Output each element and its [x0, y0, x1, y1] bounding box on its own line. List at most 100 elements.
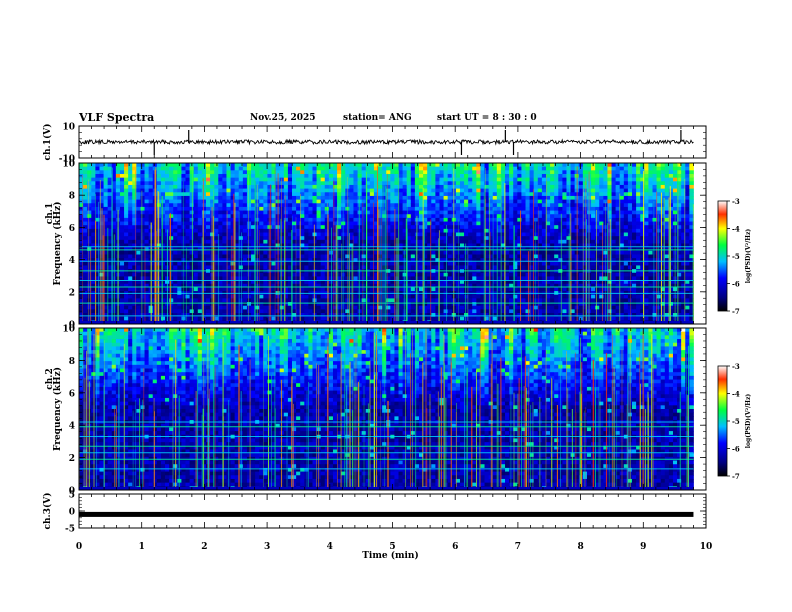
ch1-spectrogram-cell [337, 316, 342, 321]
ch1-spectrogram-cell [222, 258, 227, 263]
ch1-spectrogram-cell [205, 287, 211, 292]
ch1-spectrogram-cell [242, 261, 248, 266]
ch1-spectrogram-cell [279, 283, 285, 288]
ch1-spectrogram-cell [521, 283, 526, 288]
ch1-spectrogram-cell [435, 313, 440, 318]
ch1-spectrogram-cell [181, 258, 186, 263]
ch1-spectrogram-cell [517, 261, 522, 266]
ch1-spectrogram-cell [414, 170, 420, 175]
ch1-spectrogram-cell [373, 170, 379, 175]
ch1-spectrogram-cell [128, 210, 133, 215]
ch1-spectrogram-cell [173, 225, 178, 230]
ch1-spectrogram-cell [349, 316, 354, 321]
ch1-spectrogram-cell [177, 239, 182, 244]
ch1-spectrogram-cell [132, 163, 137, 168]
ch1-spectrogram-cell [496, 221, 502, 226]
ch1-spectrogram-cell [447, 199, 453, 204]
ch1-spectrogram-cell [165, 184, 170, 190]
ch1-spectrogram-cell [484, 221, 490, 226]
ch1-spectrogram-cell [394, 214, 399, 219]
ch1-spectrogram-cell [292, 243, 297, 248]
ch1-spectrogram-cell [480, 217, 485, 222]
ch1-spectrogram-cell [173, 265, 178, 270]
ch1-spectrogram-cell [197, 232, 203, 237]
ch1-spectrogram-cell [201, 247, 207, 252]
ch1-spectrogram-cell [128, 184, 133, 190]
ch1-spectrogram-cell [505, 177, 510, 182]
ch1-spectrogram-cell [337, 166, 342, 171]
ch1-spectrogram-cell [316, 163, 322, 168]
ch1-spectrogram-cell [279, 173, 285, 179]
ch1-spectrogram-cell [312, 177, 317, 182]
ch1-spectrogram-cell [263, 163, 268, 168]
ch1-spectrogram-cell [349, 232, 354, 237]
ch1-spectrogram-cell [234, 302, 240, 307]
ch1-spectrogram-cell [398, 192, 404, 197]
ch1-spectrogram-cell [246, 261, 252, 266]
ch1-spectrogram-cell [279, 239, 285, 244]
ch1-spectrogram-cell [246, 316, 252, 321]
ch1-spectrogram-cell [185, 298, 191, 303]
ch1-spectrogram-cell [406, 254, 412, 259]
ch1-spectrogram-cell [259, 173, 264, 179]
ch1-spectrogram-cell [267, 214, 272, 219]
ch1-spectrogram-cell [410, 294, 416, 299]
ch1-spectrogram-cell [492, 177, 498, 182]
ch1-spectrogram-cell [459, 177, 465, 182]
ch1-spectrogram-cell [443, 265, 449, 270]
ch1-spectrogram-cell [169, 210, 174, 215]
ch1-spectrogram-cell [521, 316, 526, 321]
ch1-spectrogram-cell [431, 214, 436, 219]
ch1-spectrogram-cell [279, 236, 285, 241]
ch1-spectrogram-cell [505, 261, 510, 266]
ch1-spectrogram-cell [472, 228, 477, 233]
ch1-spectrogram-cell [160, 316, 166, 321]
ch1-spectrogram-cell [271, 272, 277, 277]
ch1-spectrogram-cell [177, 173, 182, 179]
ch1-spectrogram-cell [402, 305, 408, 310]
ch1-spectrogram-cell [107, 195, 113, 200]
ch1-spectrogram-cell [406, 214, 412, 219]
ch1-spectrogram-cell [513, 203, 518, 208]
ch1-spectrogram-cell [419, 236, 424, 241]
ch1-spectrogram-cell [324, 247, 330, 252]
ch1-spectrogram-cell [238, 247, 244, 252]
ch1-spectrogram-cell [79, 203, 84, 208]
ch1-spectrogram-cell [353, 173, 358, 179]
ch1-spectrogram-cell [398, 276, 404, 281]
ch1-spectrogram-cell [365, 254, 371, 259]
ch1-spectrogram-cell [205, 195, 211, 200]
ch1-spectrogram-cell [230, 177, 236, 182]
ch1-spectrogram-cell [91, 258, 96, 263]
ch1-spectrogram-cell [402, 188, 408, 193]
ch1-spectrogram-cell [447, 188, 453, 193]
ch1-spectrogram-cell [267, 203, 272, 208]
ch1-spectrogram-cell [238, 225, 244, 230]
ch1-spectrogram-cell [197, 298, 203, 303]
ch1-spectrogram-cell [251, 287, 256, 292]
ch1-spectrogram-cell [107, 177, 113, 182]
ch1-spectrogram-cell [332, 243, 338, 248]
ch1-waveform-trace [78, 138, 694, 146]
ch1-spectrogram-cell [402, 250, 408, 255]
ch1-spectrogram-cell [181, 305, 186, 310]
ch1-spectrogram-cell [443, 192, 449, 197]
ch1-spectrogram-cell [87, 305, 92, 310]
ch1-spectrogram-cell [435, 247, 440, 252]
ch1-spectrogram-cell [468, 236, 473, 241]
ch1-spectrogram-cell [177, 243, 182, 248]
ch1-spectrogram-cell [111, 214, 117, 219]
ch1-spectrogram-cell [173, 280, 178, 285]
ch1-spectrogram-cell [419, 166, 424, 171]
ch1-spectrogram-cell [337, 221, 342, 226]
ch1-spectrogram-cell [312, 313, 317, 318]
ch1-spectrogram-cell [185, 210, 191, 215]
ch1-spectrogram-cell [398, 188, 404, 193]
ch1-spectrogram-cell [369, 210, 375, 215]
ch1-spectrogram-cell [234, 236, 240, 241]
ch1-spectrogram-cell [115, 195, 121, 200]
ch1-spectrogram-cell [251, 258, 256, 263]
ch1-spectrogram-cell [427, 265, 432, 270]
ch1-spectrogram-cell [468, 302, 473, 307]
ch1-spectrogram-cell [300, 195, 305, 200]
